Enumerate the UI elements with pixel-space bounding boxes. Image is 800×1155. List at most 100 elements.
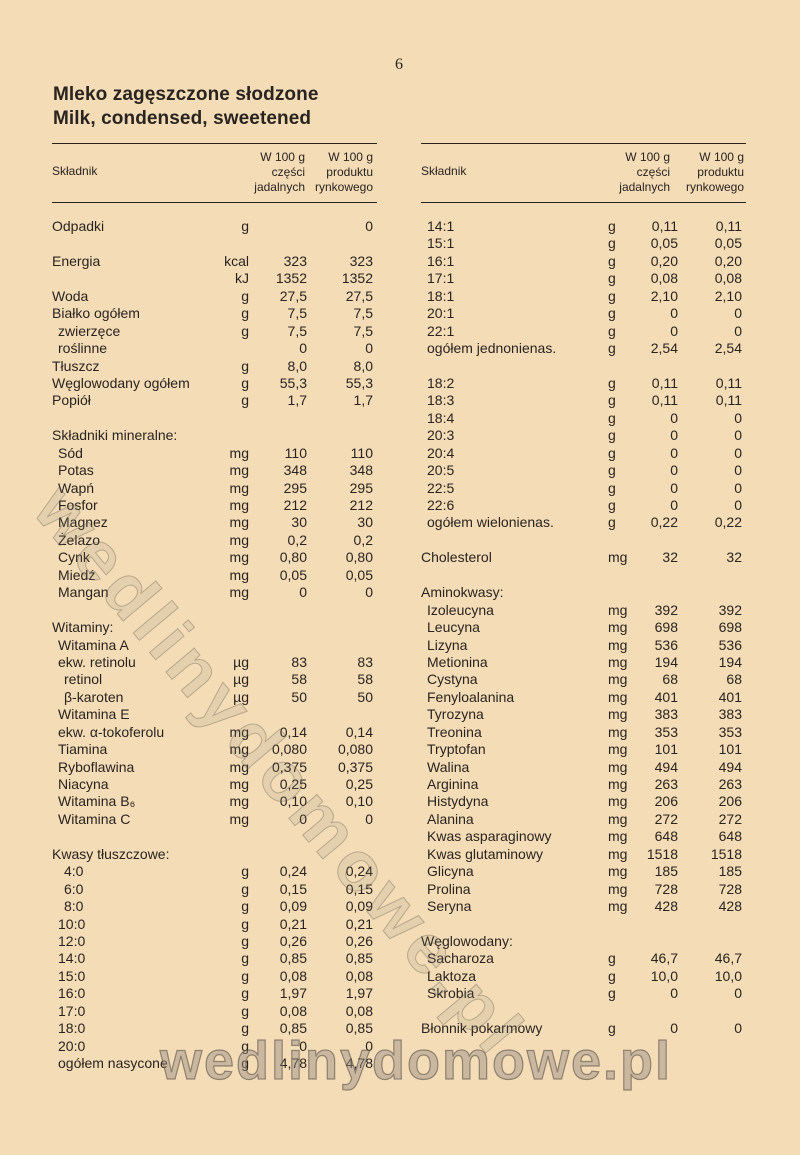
unit: g [608,479,616,496]
value-edible: 0,21 [279,915,307,932]
ingredient-name: Fenyloalanina [427,688,515,705]
ingredient-name: 4:0 [64,863,84,880]
ingredient-name: Sacharoza [427,950,494,967]
title-english: Milk, condensed, sweetened [53,108,312,129]
value-edible: 383 [654,706,678,723]
value-edible: 536 [654,636,678,653]
ingredient-name: Leucyna [427,619,480,636]
value-edible: 46,7 [650,950,678,967]
table-row: Żelazo mg 0,2 0,2 [52,532,377,549]
value-edible: 428 [654,898,678,915]
ingredient-name: 22:1 [427,322,455,339]
value-market: 55,3 [345,374,373,391]
value-edible: 0 [299,340,307,357]
table-row: Węglowodany ogółem g 55,3 55,3 [52,375,377,392]
value-edible: 263 [654,776,678,792]
unit: mg [229,810,249,827]
ingredient-name: 20:1 [427,305,455,322]
value-market: 194 [718,653,742,670]
table-row: Witaminy: [52,619,377,636]
unit: g [608,967,616,984]
table-row: Histydyna mg 206 206 [421,793,746,810]
table-row: 22:6 g 0 0 [421,497,746,514]
value-market: 0,26 [345,932,373,949]
table-row: Tiamina mg 0,080 0,080 [52,741,377,758]
value-edible: 0,80 [279,549,307,566]
table-row: 17:0 g 0,08 0,08 [52,1003,377,1020]
unit: g [608,392,616,409]
title-polish: Mleko zagęszczone słodzone [53,84,319,105]
value-edible: 353 [654,723,678,740]
ingredient-name: Histydyna [427,793,489,810]
table-row: Cholesterol mg 32 32 [421,549,746,566]
table-row: Witamina A [52,637,377,654]
unit: g [608,1020,616,1037]
value-market: 0,08 [714,270,742,287]
ingredient-name: Magnez [58,514,108,531]
unit: mg [229,758,249,775]
ingredient-name: 20:5 [427,462,455,479]
table-row: Treonina mg 353 353 [421,724,746,741]
value-market: 4,78 [345,1055,373,1071]
unit: g [241,305,249,322]
value-market: 0,24 [345,863,373,880]
table-row: Potas mg 348 348 [52,462,377,479]
spacer-row [421,358,746,375]
value-market: 0,85 [345,950,373,967]
value-market: 212 [349,497,373,513]
value-edible: 1,7 [287,392,307,409]
ingredient-name: Izoleucyna [427,601,494,618]
value-market: 0 [734,497,742,513]
value-edible: 0 [670,322,678,339]
header-ingredient: Składnik [421,164,467,178]
value-market: 32 [726,549,742,566]
unit: µg [233,653,249,670]
unit: g [608,514,616,531]
table-row: Kwas glutaminowy mg 1518 1518 [421,846,746,863]
ingredient-name: Cystyna [427,671,478,688]
value-market: 206 [718,793,742,810]
value-edible: 0,22 [650,514,678,531]
ingredient-name: β-karoten [64,688,124,705]
ingredient-name: Walina [427,758,470,775]
unit: mg [608,863,628,880]
unit: g [608,235,616,252]
value-edible: 8,0 [287,357,307,374]
value-market: 8,0 [353,357,373,374]
right-table: Składnik W 100 g części jadalnych W 100 … [421,143,746,1038]
value-market: 0 [365,340,373,357]
value-edible: 55,3 [279,374,307,391]
value-market: 0,10 [345,793,373,810]
ingredient-name: 8:0 [64,898,84,915]
value-market: 0 [734,444,742,461]
ingredient-name: Witamina B₆ [58,793,136,810]
unit: g [241,1055,249,1071]
ingredient-name: ekw. α-tokoferolu [58,723,165,740]
header-edible: W 100 g części jadalnych [254,150,305,194]
value-edible: 0 [670,444,678,461]
table-row: Kwasy tłuszczowe: [52,846,377,863]
unit: mg [608,793,628,810]
unit: mg [608,741,628,758]
value-edible: 323 [283,252,307,269]
value-market: 323 [349,252,373,269]
ingredient-name: 14:0 [58,950,86,967]
unit: g [241,287,249,304]
value-market: 101 [718,741,742,758]
value-edible: 10,0 [650,967,678,984]
value-edible: 27,5 [279,287,307,304]
unit: g [608,305,616,322]
unit: mg [229,723,249,740]
table-row: Odpadki g 0 [52,218,377,235]
unit: mg [608,688,628,705]
value-edible: 0,26 [279,932,307,949]
value-edible: 58 [291,671,307,688]
value-edible: 0,05 [650,235,678,252]
ingredient-name: Witamina C [58,810,131,827]
ingredient-name: Laktoza [427,967,477,984]
table-row: 22:5 g 0 0 [421,480,746,497]
value-market: 295 [349,479,373,496]
value-market: 0,11 [715,374,742,391]
value-market: 1518 [710,845,742,862]
value-edible: 0 [670,427,678,444]
